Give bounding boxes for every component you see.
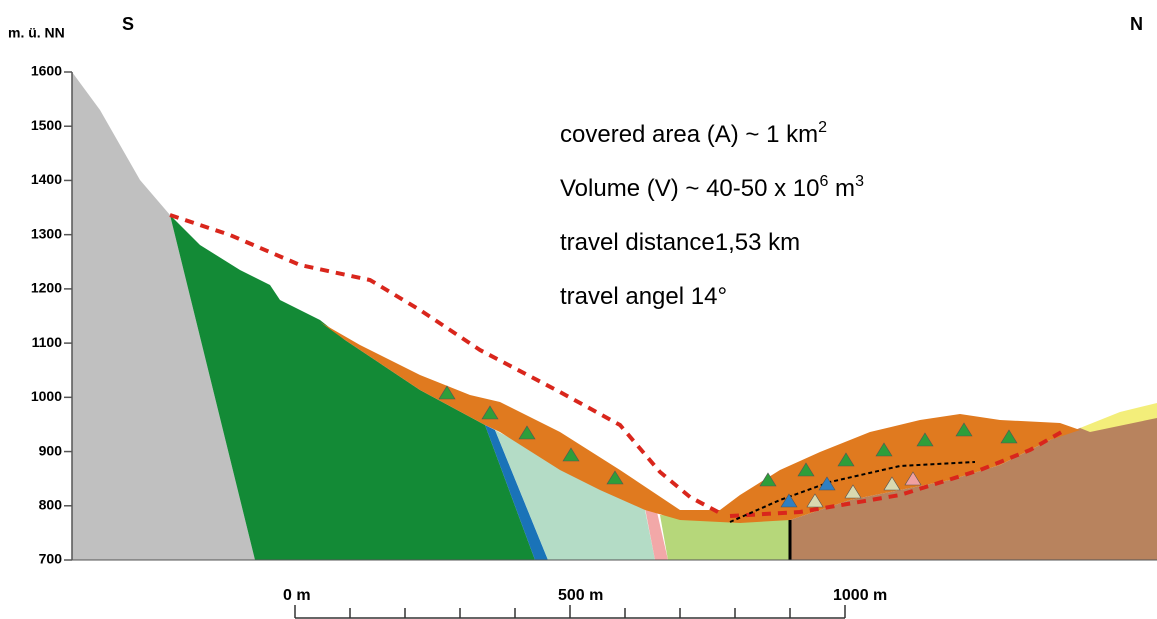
tick-label: 1400: [31, 171, 62, 187]
annotation-text: Volume (V) ~ 40-50 x 10: [560, 175, 819, 202]
annotation: covered area (A) ~ 1 km2: [560, 119, 827, 148]
annotation-text: m: [828, 175, 855, 202]
annotation: Volume (V) ~ 40-50 x 106 m3: [560, 173, 864, 202]
scale-label: 500 m: [558, 587, 603, 604]
tick-label: 1500: [31, 117, 62, 133]
superscript: 2: [818, 119, 827, 136]
compass-south: S: [122, 14, 134, 34]
annotation-text: travel angel 14°: [560, 283, 727, 310]
scale-label: 0 m: [283, 587, 311, 604]
tick-label: 1300: [31, 225, 62, 241]
annotation-text: travel distance1,53 km: [560, 229, 800, 256]
scale-label: 1000 m: [833, 587, 887, 604]
scale-bar: 0 m 500 m 1000 m: [283, 587, 887, 618]
superscript: 6: [819, 173, 828, 190]
tick-label: 1100: [32, 334, 63, 350]
annotations: covered area (A) ~ 1 km2 Volume (V) ~ 40-…: [560, 119, 864, 310]
annotation: travel angel 14°: [560, 283, 727, 310]
tick-label: 700: [39, 551, 63, 567]
tick-label: 800: [39, 496, 63, 512]
tick-label: 1600: [31, 63, 62, 79]
tick-label: 900: [39, 442, 63, 458]
annotation: travel distance1,53 km: [560, 229, 800, 256]
annotation-text: covered area (A) ~ 1 km: [560, 121, 818, 148]
axis-unit: m. ü. NN: [8, 25, 65, 41]
tick-label: 1000: [31, 388, 62, 404]
y-ticks: 700 800 900 1000 1100 1200 1300 1400 1500 1600: [31, 63, 72, 567]
superscript: 3: [855, 173, 864, 190]
compass-north: N: [1130, 14, 1143, 34]
tick-label: 1200: [31, 280, 62, 296]
cross-section: m. ü. NN S N 700 800 900 1000 1100 1200 1300 14…: [0, 0, 1157, 619]
